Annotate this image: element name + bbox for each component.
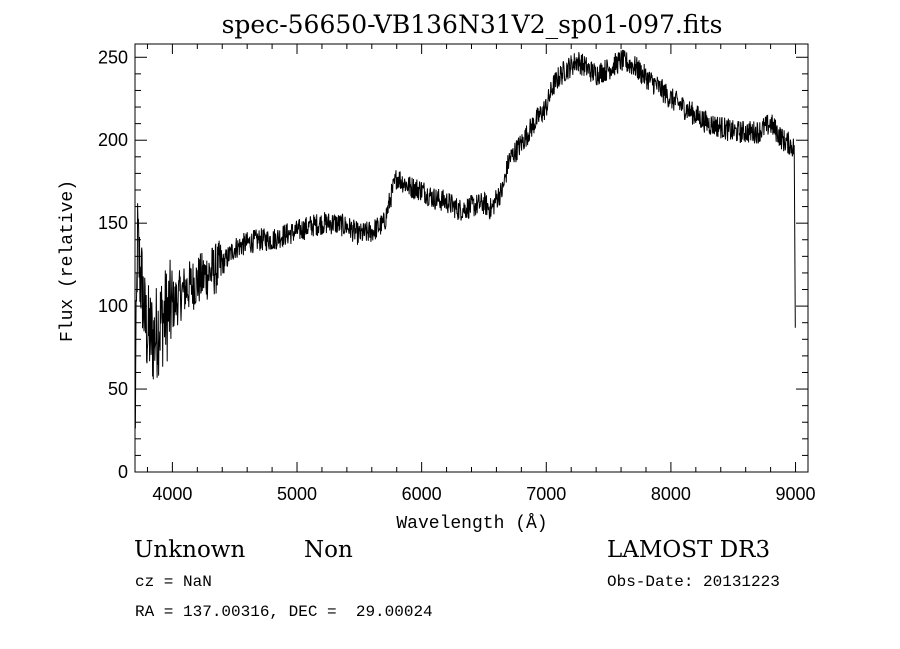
x-axis-label: Wavelength (Å) bbox=[396, 513, 547, 534]
plot-frame bbox=[134, 43, 809, 473]
y-tick-label: 200 bbox=[98, 130, 128, 150]
x-tick-label: 6000 bbox=[402, 484, 442, 504]
object-class: Unknown bbox=[134, 537, 246, 563]
plot-area: 4000 5000 6000 7000 8000 9000 0 50 100 150 200 250 bbox=[98, 43, 816, 504]
y-tick-label: 150 bbox=[98, 213, 128, 233]
chart-title: spec-56650-VB136N31V2_sp01-097.fits bbox=[222, 10, 723, 39]
y-tick-label: 250 bbox=[98, 47, 128, 67]
x-tick-label: 8000 bbox=[651, 484, 691, 504]
x-tick-label: 4000 bbox=[152, 484, 192, 504]
survey-name: LAMOST DR3 bbox=[607, 537, 771, 563]
observation-date: Obs-Date: 20131223 bbox=[607, 573, 780, 591]
coordinates: RA = 137.00316, DEC = 29.00024 bbox=[135, 603, 433, 621]
spectrum-line bbox=[134, 49, 796, 429]
y-tick-label: 0 bbox=[118, 462, 128, 482]
x-tick-label: 7000 bbox=[526, 484, 566, 504]
object-subclass: Non bbox=[304, 537, 353, 563]
x-tick-label: 9000 bbox=[776, 484, 816, 504]
y-tick-label: 100 bbox=[98, 296, 128, 316]
redshift-cz: cz = NaN bbox=[135, 573, 212, 591]
x-tick-label: 5000 bbox=[277, 484, 317, 504]
y-axis-label: Flux (relative) bbox=[58, 180, 78, 342]
y-tick-label: 50 bbox=[108, 379, 128, 399]
